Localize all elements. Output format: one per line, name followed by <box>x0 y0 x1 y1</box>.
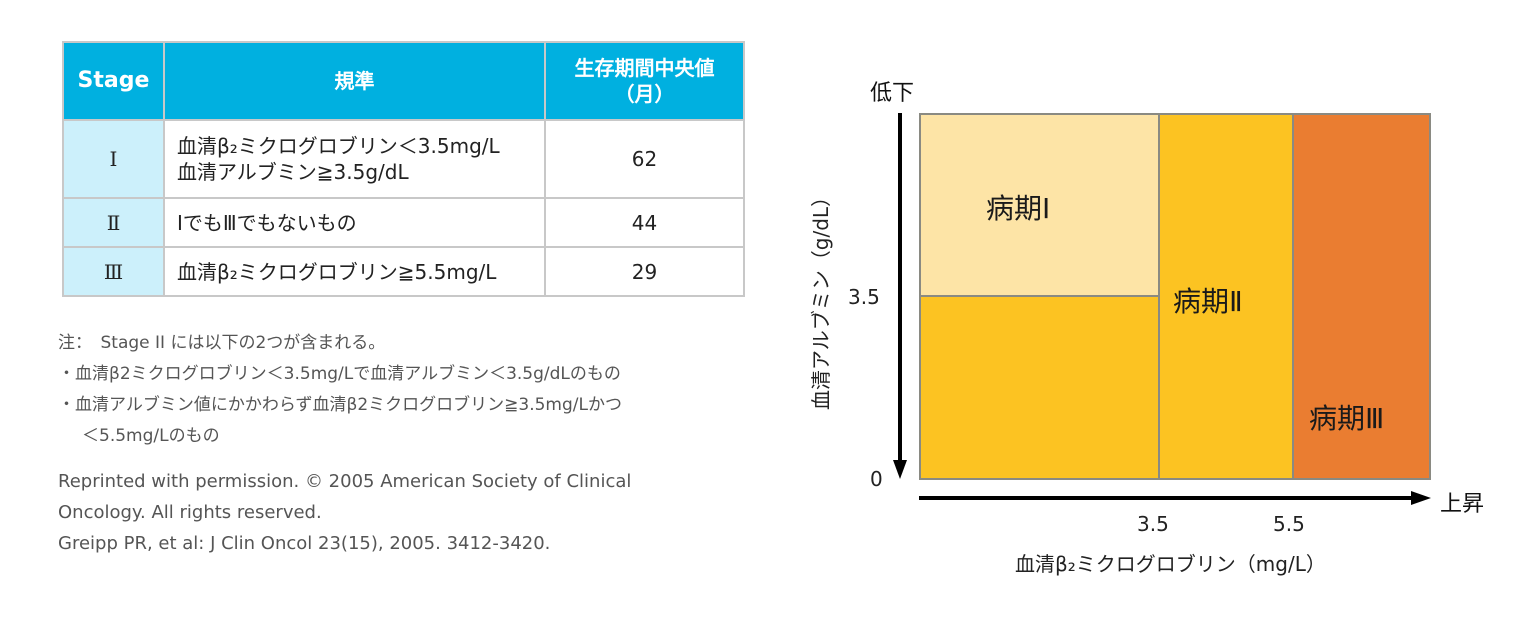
table-header-row: Stage 規準 生存期間中央値 （月） <box>62 41 745 121</box>
notes-title: 注： Stage II には以下の2つが含まれる。 <box>58 333 386 353</box>
criteria-line: 血清アルブミン≧3.5g/dL <box>177 160 409 184</box>
x-tick-3-5: 3.5 <box>1137 512 1169 536</box>
header-median-line2: （月） <box>614 82 675 106</box>
note-item-continued: ＜5.5mg/Lのもの <box>82 426 220 446</box>
label-stage-3: 病期Ⅲ <box>1309 402 1385 435</box>
header-stage: Stage <box>62 41 165 121</box>
note-item: ・血清β2ミクログロブリン＜3.5mg/Lで血清アルブミン＜3.5g/dLのもの <box>58 364 621 384</box>
median-cell: 29 <box>544 246 745 297</box>
median-cell: 62 <box>544 119 745 199</box>
y-axis-arrow-icon <box>893 113 907 479</box>
y-tick-3-5: 3.5 <box>848 285 880 309</box>
staging-diagram: 低下 血清アルブミン（g/dL） 3.5 0 病期Ⅰ 病期Ⅱ 病期Ⅲ 上昇 3.… <box>790 70 1530 610</box>
stage-cell: Ⅱ <box>62 197 165 248</box>
criteria-cell: 血清β₂ミクログロブリン≧5.5mg/L <box>163 246 546 297</box>
reference-line: Reprinted with permission. © 2005 Americ… <box>58 471 632 492</box>
median-cell: 44 <box>544 197 745 248</box>
criteria-line: ⅠでもⅢでもないもの <box>177 210 357 235</box>
reference-line: Oncology. All rights reserved. <box>58 502 322 523</box>
criteria-cell: ⅠでもⅢでもないもの <box>163 197 546 248</box>
reference-line: Greipp PR, et al: J Clin Oncol 23(15), 2… <box>58 533 551 554</box>
stage-cell: Ⅲ <box>62 246 165 297</box>
label-stage-1: 病期Ⅰ <box>986 192 1051 225</box>
stage-cell: Ⅰ <box>62 119 165 199</box>
table-row: Ⅲ 血清β₂ミクログロブリン≧5.5mg/L 29 <box>62 246 745 297</box>
header-criteria: 規準 <box>163 41 546 121</box>
header-median-line1: 生存期間中央値 <box>574 56 715 80</box>
x-axis-title: 血清β₂ミクログロブリン（mg/L） <box>1015 552 1326 576</box>
criteria-line: 血清β₂ミクログロブリン≧5.5mg/L <box>177 259 497 284</box>
notes: 注： Stage II には以下の2つが含まれる。 ・血清β2ミクログロブリン＜… <box>58 328 758 452</box>
y-axis-top-label: 低下 <box>870 81 915 106</box>
y-tick-0: 0 <box>870 467 883 491</box>
table-row: Ⅱ ⅠでもⅢでもないもの 44 <box>62 197 745 248</box>
note-item: ・血清アルブミン値にかかわらず血清β2ミクログロブリン≧3.5mg/Lかつ <box>58 395 622 415</box>
label-stage-2: 病期Ⅱ <box>1173 285 1243 318</box>
header-median-survival: 生存期間中央値 （月） <box>544 41 745 121</box>
table-row: Ⅰ 血清β₂ミクログロブリン＜3.5mg/L 血清アルブミン≧3.5g/dL 6… <box>62 119 745 199</box>
x-tick-5-5: 5.5 <box>1273 512 1305 536</box>
x-axis-end-label: 上昇 <box>1440 492 1485 517</box>
references: Reprinted with permission. © 2005 Americ… <box>58 466 758 559</box>
region-stage-2 <box>1158 113 1294 480</box>
stage-table: Stage 規準 生存期間中央値 （月） Ⅰ 血清β₂ミクログロブリン＜3.5m… <box>62 41 745 297</box>
criteria-line: 血清β₂ミクログロブリン＜3.5mg/L <box>177 134 500 158</box>
region-stage-2-lower <box>919 295 1160 480</box>
criteria-cell: 血清β₂ミクログロブリン＜3.5mg/L 血清アルブミン≧3.5g/dL <box>163 119 546 199</box>
y-axis-title: 血清アルブミン（g/dL） <box>809 186 833 410</box>
region-stage-3 <box>1292 113 1431 480</box>
x-axis-arrow-icon <box>919 491 1431 505</box>
